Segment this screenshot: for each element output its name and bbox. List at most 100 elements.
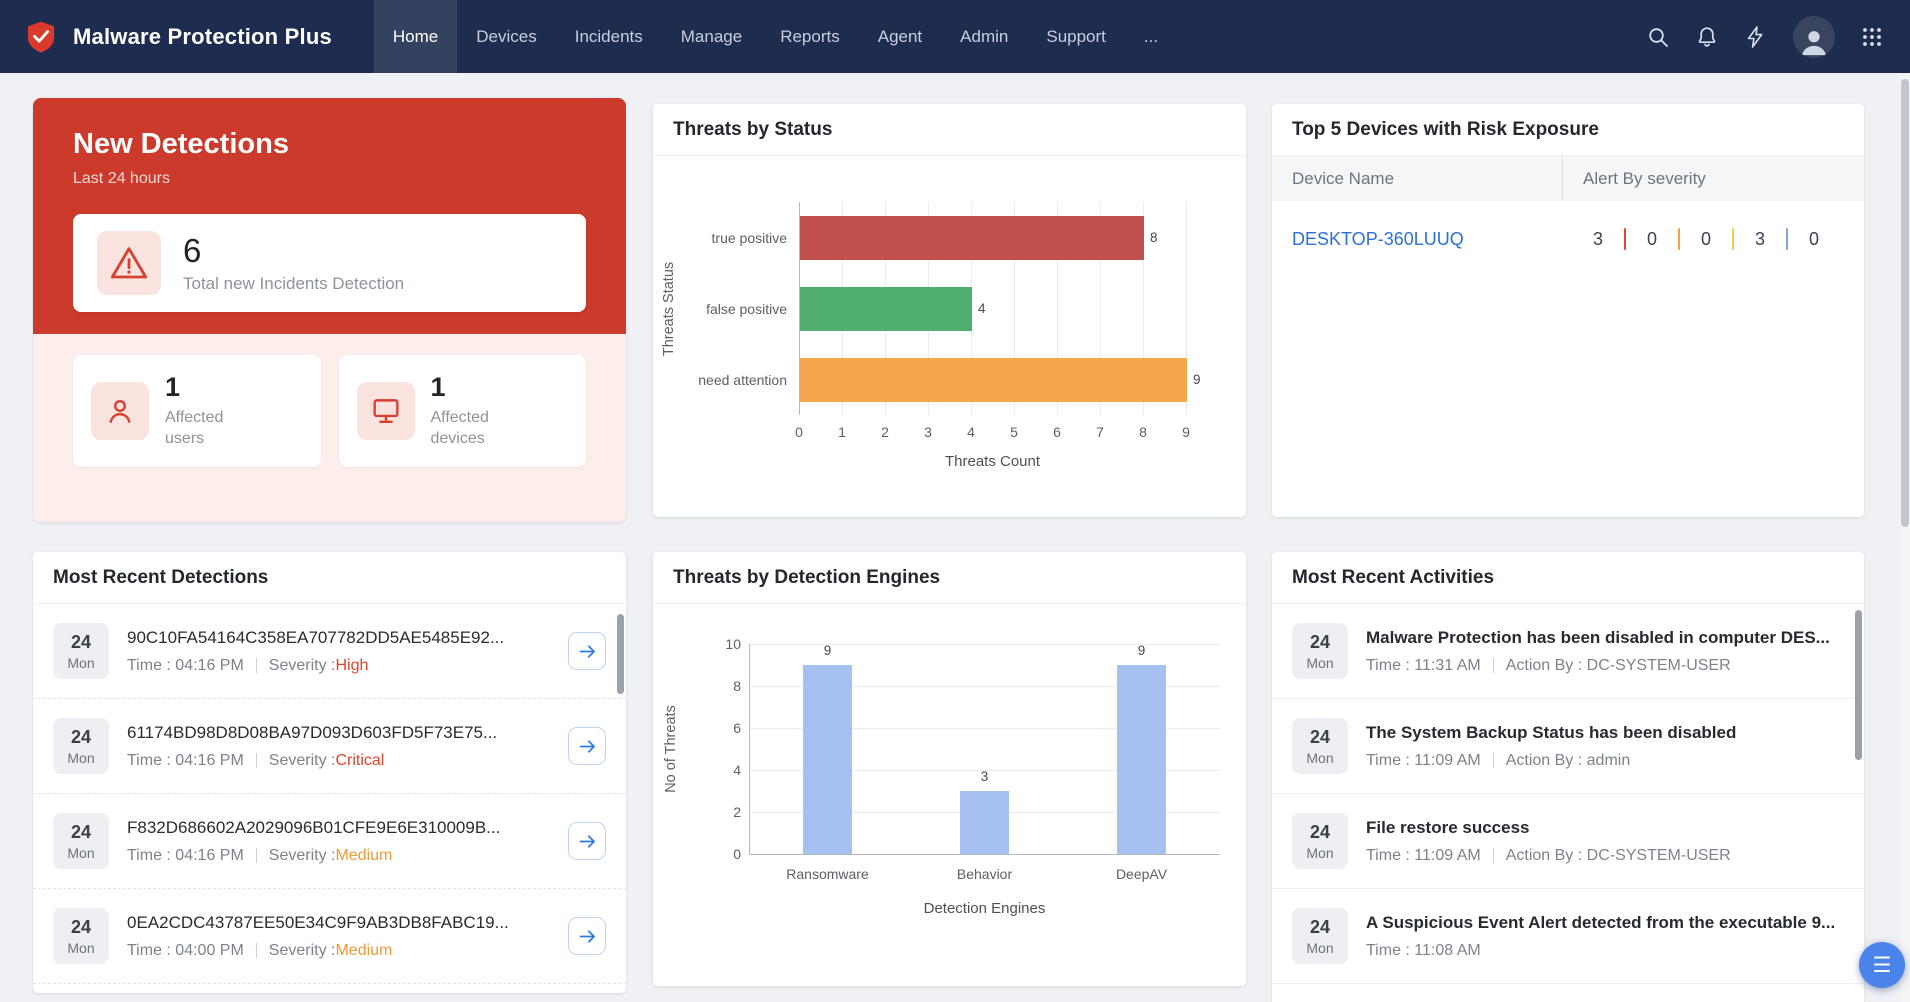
x-tick-label: 0 xyxy=(795,424,803,440)
date-number: 24 xyxy=(70,631,92,652)
date-day: Mon xyxy=(1306,654,1334,671)
nav-item-home[interactable]: Home xyxy=(373,0,458,73)
notifications-icon[interactable] xyxy=(1695,25,1719,49)
y-tick-label: 2 xyxy=(733,804,741,820)
detection-hash: F832D686602A2029096B01CFE9E6E310009B... xyxy=(127,817,501,837)
activities-scrollbar-thumb[interactable] xyxy=(1855,610,1862,760)
device-name-link[interactable]: DESKTOP-360LUUQ xyxy=(1292,228,1464,249)
nav-item-incidents[interactable]: Incidents xyxy=(574,26,643,46)
severity-count: 3 xyxy=(1592,228,1603,249)
gridline xyxy=(1014,202,1015,415)
recent-activities-card: Most Recent Activities 24 Mon Malware Prot… xyxy=(1272,552,1864,1002)
device-row: DESKTOP-360LUUQ 3 0 0 3 0 xyxy=(1272,201,1864,277)
nav-item-more[interactable]: ... xyxy=(1143,26,1159,46)
device-table-body: DESKTOP-360LUUQ 3 0 0 3 0 xyxy=(1272,201,1864,277)
x-tick-label: 2 xyxy=(881,424,889,440)
new-detections-stats: 1 Affected users 1 Affected devices xyxy=(33,334,626,467)
date-number: 24 xyxy=(70,726,92,747)
threats-by-status-chart: 0 1 2 3 4 5 6 7 8 9 true positive 8 false positive 4 n… xyxy=(653,156,1246,516)
apps-grid-icon[interactable] xyxy=(1860,25,1884,49)
x-tick-label: 7 xyxy=(1096,424,1104,440)
date-day: Mon xyxy=(1306,749,1334,766)
date-badge: 24 Mon xyxy=(1292,718,1348,774)
nav-item-devices[interactable]: Devices xyxy=(476,26,537,46)
recent-detections-title: Most Recent Detections xyxy=(33,552,626,604)
nav-item-agent[interactable]: Agent xyxy=(877,26,923,46)
affected-devices-card: 1 Affected devices xyxy=(338,355,586,467)
detections-scrollbar-thumb[interactable] xyxy=(617,614,624,694)
activity-action-by: Action By : DC-SYSTEM-USER xyxy=(1505,846,1731,864)
y-tick-label: 4 xyxy=(733,762,741,778)
x-tick-label: 4 xyxy=(967,424,975,440)
y-tick-label: 8 xyxy=(733,678,741,694)
nav-item-manage[interactable]: Manage xyxy=(680,26,743,46)
page-scrollbar-thumb[interactable] xyxy=(1901,79,1909,527)
x-axis-line xyxy=(749,854,1220,855)
severity-value: Critical xyxy=(335,751,385,769)
detection-row: 24 Mon 90C10FA54164C358EA707782DD5AE5485E9… xyxy=(33,604,626,699)
bar-Ransomware[interactable] xyxy=(803,665,852,854)
brand[interactable]: Malware Protection Plus xyxy=(22,18,332,56)
user-icon xyxy=(91,381,149,440)
new-detections-card: New Detections Last 24 hours 6 Total new… xyxy=(33,98,626,522)
brand-logo-icon xyxy=(27,21,55,52)
date-day: Mon xyxy=(67,844,95,861)
bar-true-positive[interactable] xyxy=(800,215,1144,260)
x-tick-label: 9 xyxy=(1182,424,1190,440)
quick-menu-fab[interactable]: ☰ xyxy=(1859,942,1905,988)
detection-open-button[interactable] xyxy=(568,632,606,670)
category-label: true positive xyxy=(711,229,787,246)
x-tick-label: 6 xyxy=(1053,424,1061,440)
date-badge: 24 Mon xyxy=(1292,908,1348,964)
nav-item-reports[interactable]: Reports xyxy=(780,26,840,46)
activity-row: 24 Mon Malware Protection has been disable… xyxy=(1272,604,1864,699)
x-tick-label: 5 xyxy=(1010,424,1018,440)
category-label: Behavior xyxy=(956,866,1013,882)
gridline xyxy=(749,686,1220,687)
bar-false-positive[interactable] xyxy=(800,286,972,331)
nav-item-admin[interactable]: Admin xyxy=(960,26,1009,46)
bar-need-attention[interactable] xyxy=(800,357,1187,402)
date-number: 24 xyxy=(1309,726,1331,747)
date-number: 24 xyxy=(70,916,92,937)
bar-Behavior[interactable] xyxy=(960,791,1009,854)
bar-DeepAV[interactable] xyxy=(1117,665,1166,854)
x-tick-label: 8 xyxy=(1139,424,1147,440)
meta-separator xyxy=(1492,848,1494,863)
page-scrollbar[interactable] xyxy=(1900,73,1910,1002)
column-divider xyxy=(1562,156,1563,201)
affected-devices-value: 1 xyxy=(430,372,446,402)
brand-title: Malware Protection Plus xyxy=(73,23,332,49)
nav-item-support[interactable]: Support xyxy=(1046,26,1106,46)
date-day: Mon xyxy=(67,654,95,671)
user-avatar[interactable] xyxy=(1793,15,1835,58)
quick-actions-icon[interactable] xyxy=(1744,25,1768,49)
activity-row: 24 Mon The System Backup Status has been d… xyxy=(1272,699,1864,794)
activity-time: Time : 11:09 AM xyxy=(1366,846,1481,864)
y-axis-title: No of Threats xyxy=(663,705,679,793)
recent-detections-list: 24 Mon 90C10FA54164C358EA707782DD5AE5485E9… xyxy=(33,604,626,984)
activity-text: Malware Protection has been disabled in … xyxy=(1366,627,1830,647)
top-devices-title: Top 5 Devices with Risk Exposure xyxy=(1272,104,1864,156)
search-icon[interactable] xyxy=(1646,25,1670,49)
detection-engines-card: Threats by Detection Engines 0 2 4 6 8 10 9 Ran… xyxy=(653,552,1246,986)
detection-open-button[interactable] xyxy=(568,822,606,860)
new-detections-title: New Detections xyxy=(73,128,289,160)
top-navbar: Malware Protection Plus Home Devices Incid… xyxy=(0,0,1910,73)
date-day: Mon xyxy=(1306,939,1334,956)
activity-time: Time : 11:31 AM xyxy=(1366,656,1481,674)
date-badge: 24 Mon xyxy=(53,908,109,964)
gridline xyxy=(1143,202,1144,415)
detection-time: Time : 04:16 PM xyxy=(127,846,244,864)
monitor-icon xyxy=(356,381,415,440)
detection-open-button[interactable] xyxy=(568,727,606,765)
severity-label: Severity : xyxy=(268,656,336,674)
severity-divider xyxy=(1624,228,1626,250)
total-incidents-card: 6 Total new Incidents Detection xyxy=(73,214,586,312)
detection-open-button[interactable] xyxy=(568,917,606,955)
column-device-name: Device Name xyxy=(1292,168,1395,188)
activity-row: 24 Mon File restore success Time : 11:09 AM… xyxy=(1272,794,1864,889)
top-devices-card: Top 5 Devices with Risk Exposure Device … xyxy=(1272,104,1864,517)
detection-row: 24 Mon F832D686602A2029096B01CFE9E6E310009… xyxy=(33,794,626,889)
y-axis-line xyxy=(749,644,750,854)
